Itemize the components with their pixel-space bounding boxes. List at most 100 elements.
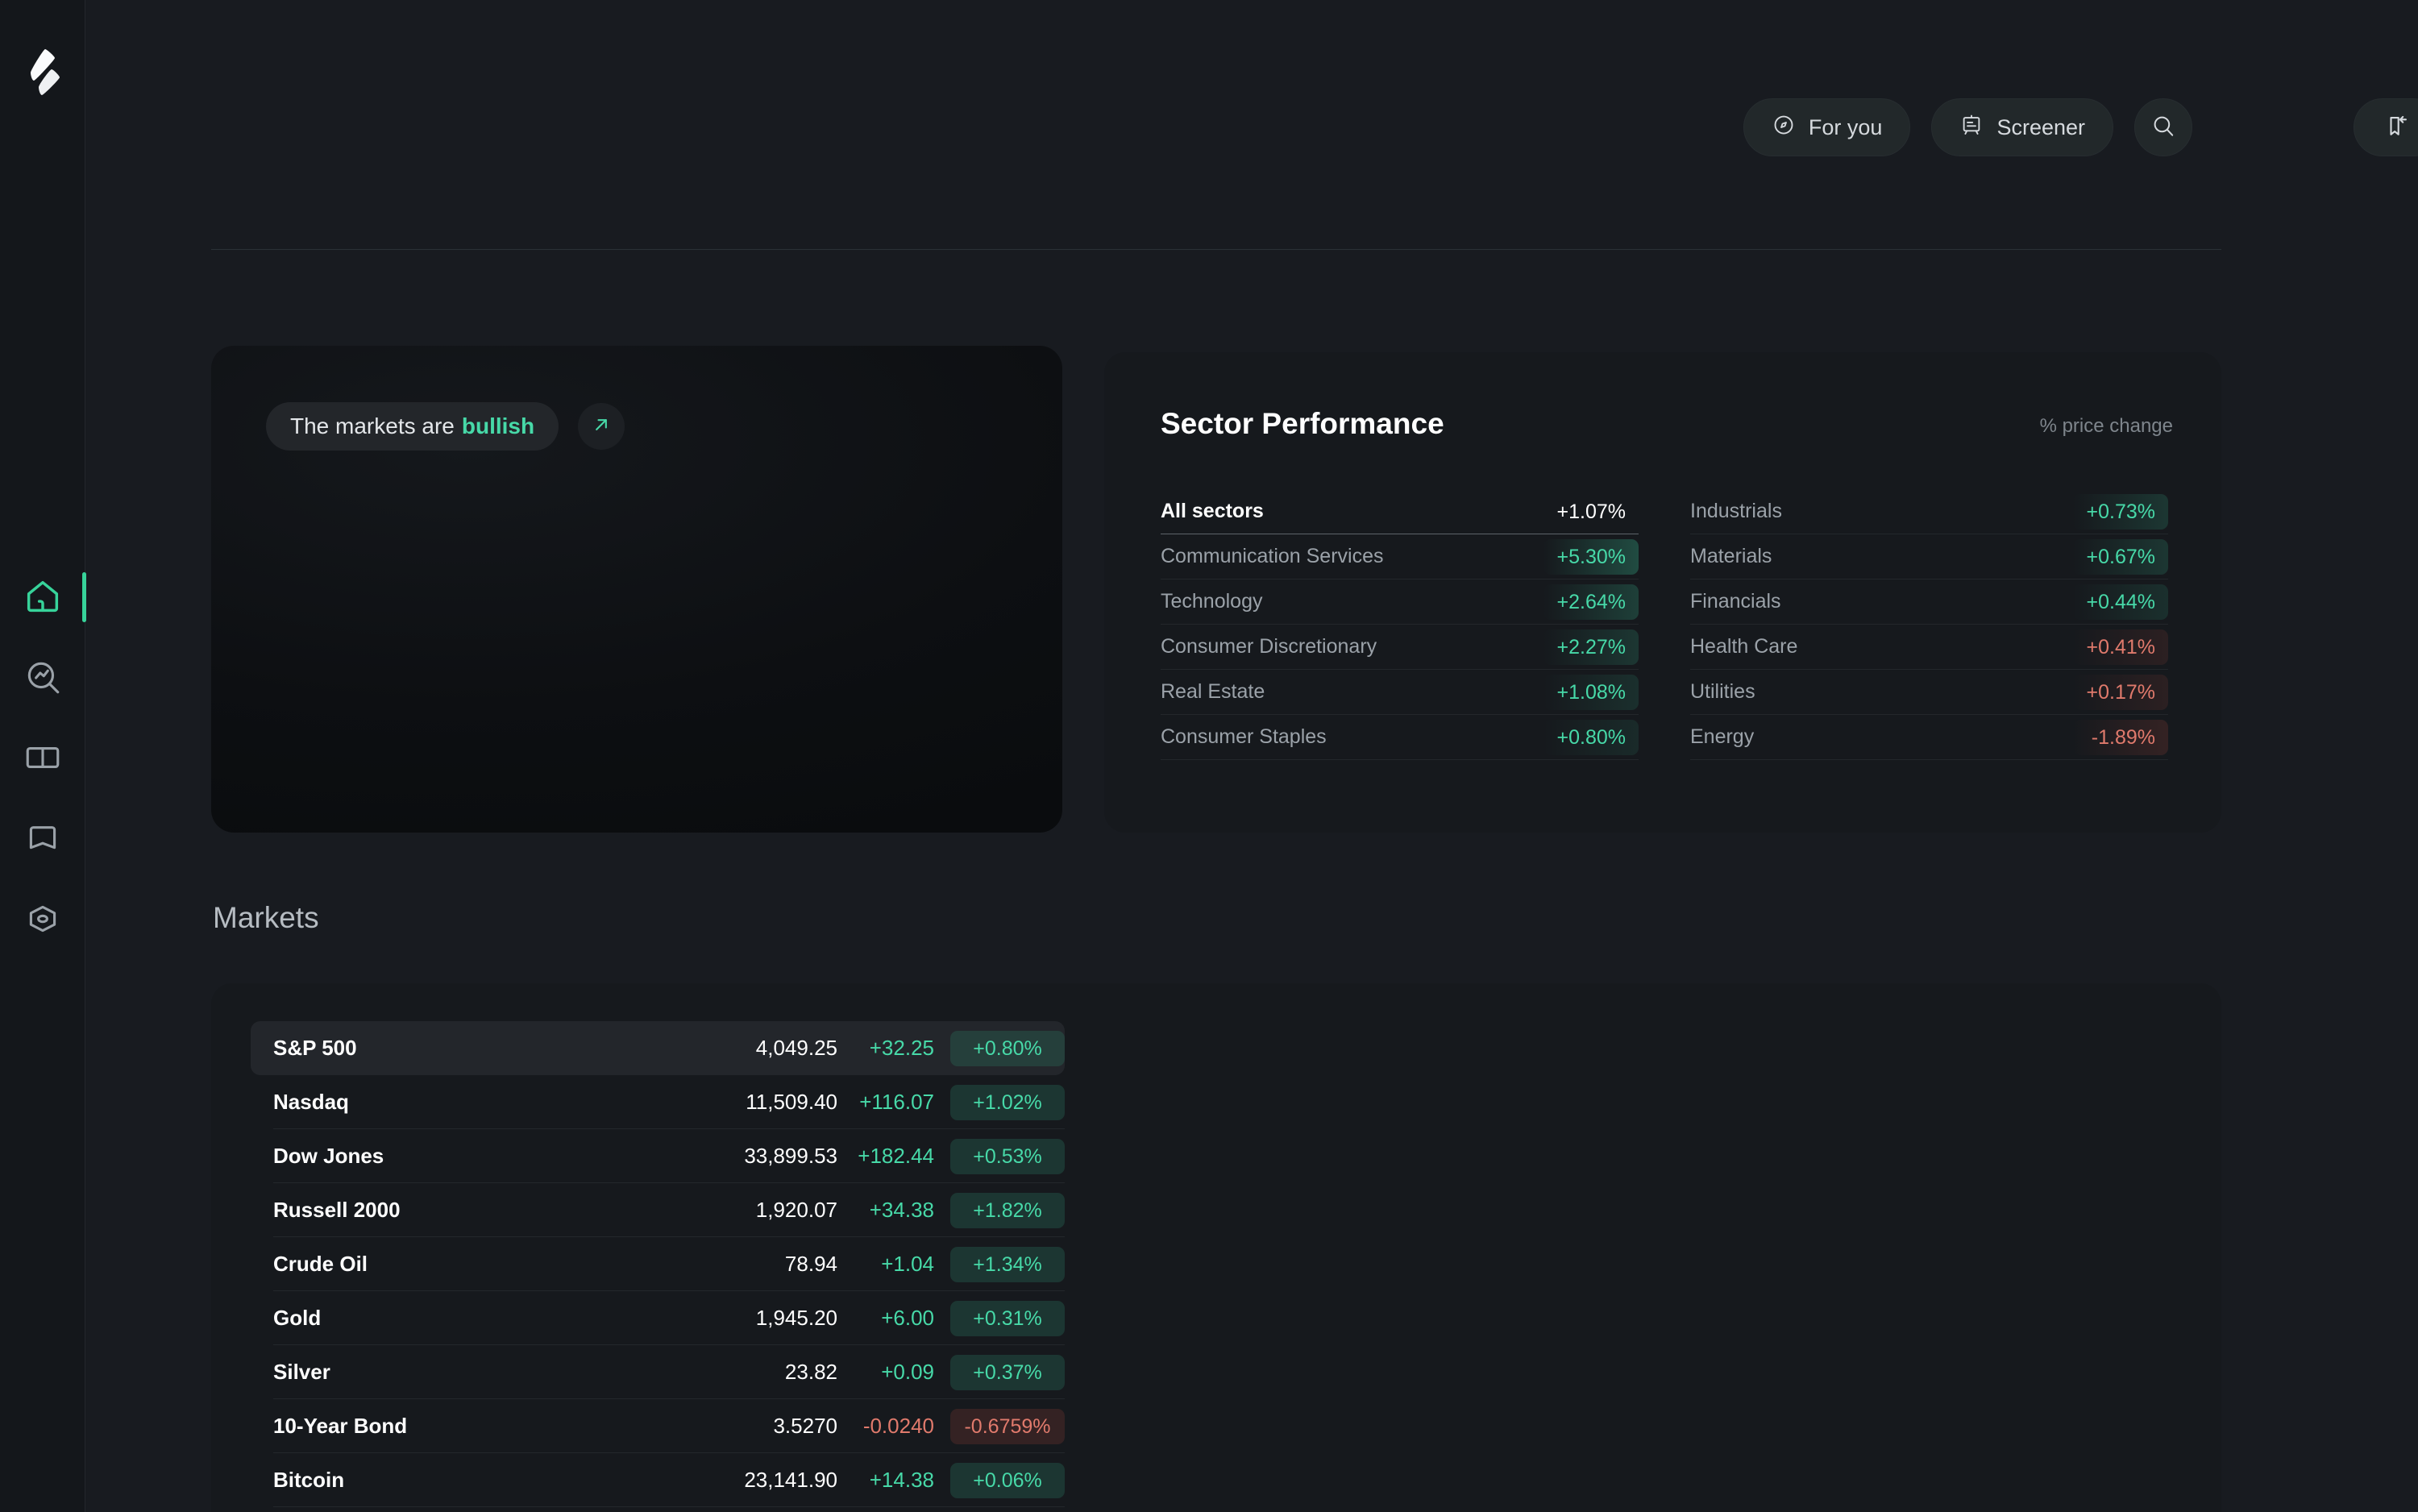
sentiment-badge: The markets are bullish [266, 402, 559, 451]
table-row[interactable]: 10-Year Bond 3.5270 -0.0240 -0.6759% [251, 1399, 1065, 1453]
market-price: 33,899.53 [744, 1144, 837, 1168]
table-row[interactable]: Silver 23.82 +0.09 +0.37% [251, 1345, 1065, 1399]
sector-row[interactable]: Health Care +0.41% [1690, 625, 2168, 670]
topbar-actions: For you Screener [1743, 98, 2192, 156]
table-row[interactable]: Gold 1,945.20 +6.00 +0.31% [251, 1291, 1065, 1345]
market-change: +6.00 [881, 1306, 934, 1330]
market-percent-badge: +0.80% [950, 1030, 1065, 1066]
sector-column-left: All sectors +1.07% Communication Services +… [1161, 489, 1639, 760]
sector-row[interactable]: Technology +2.64% [1161, 579, 1639, 625]
table-row[interactable]: Dow Jones 33,899.53 +182.44 +0.53% [251, 1129, 1065, 1183]
table-row[interactable]: Nasdaq 11,509.40 +116.07 +1.02% [251, 1075, 1065, 1129]
search-button[interactable] [2134, 98, 2192, 156]
sector-row[interactable]: Industrials +0.73% [1690, 489, 2168, 534]
bookmark-add-icon [2384, 112, 2412, 143]
sidebar [0, 0, 86, 1512]
for-you-label: For you [1808, 114, 1883, 139]
save-button[interactable] [2354, 98, 2418, 156]
market-percent-badge: +1.82% [950, 1192, 1065, 1228]
sentiment-prefix: The markets are [290, 413, 455, 438]
row-divider [273, 1398, 1065, 1399]
sector-row[interactable]: Real Estate +1.08% [1161, 670, 1639, 715]
row-divider [273, 1344, 1065, 1345]
sector-row[interactable]: Utilities +0.17% [1690, 670, 2168, 715]
market-percent-badge: -0.6759% [950, 1408, 1065, 1444]
market-percent-badge: +0.06% [950, 1462, 1065, 1498]
market-change: +116.07 [859, 1090, 934, 1114]
arrow-up-right-icon [590, 413, 613, 440]
market-price: 4,049.25 [755, 1036, 837, 1060]
sector-value: +0.80% [1543, 720, 1639, 755]
sector-row[interactable]: Consumer Staples +0.80% [1161, 715, 1639, 760]
market-name: Russell 2000 [273, 1198, 401, 1222]
sector-columns: All sectors +1.07% Communication Services +… [1161, 489, 2168, 760]
sentiment-header: The markets are bullish [266, 402, 625, 451]
market-percent-badge: +0.53% [950, 1138, 1065, 1174]
sidebar-active-indicator [82, 572, 86, 622]
for-you-button[interactable]: For you [1743, 98, 1911, 156]
sector-performance-title: Sector Performance [1161, 407, 1444, 440]
sector-value: +0.41% [2073, 629, 2168, 665]
table-row[interactable]: Russell 2000 1,920.07 +34.38 +1.82% [251, 1183, 1065, 1237]
sector-name: Industrials [1690, 500, 1782, 522]
market-name: 10-Year Bond [273, 1414, 408, 1438]
sector-name: Consumer Discretionary [1161, 635, 1377, 658]
expand-button[interactable] [578, 403, 625, 450]
market-name: Nasdaq [273, 1090, 349, 1114]
market-name: Silver [273, 1360, 330, 1384]
sidebar-item-saved[interactable] [0, 798, 85, 879]
sector-row[interactable]: Consumer Discretionary +2.27% [1161, 625, 1639, 670]
market-name: Gold [273, 1306, 322, 1330]
sector-name: Real Estate [1161, 680, 1265, 703]
sector-value: +2.27% [1543, 629, 1639, 665]
table-row[interactable]: Bitcoin 23,141.90 +14.38 +0.06% [251, 1453, 1065, 1507]
sidebar-item-library[interactable] [0, 717, 85, 798]
sector-name: Energy [1690, 725, 1755, 748]
sentiment-word: bullish [461, 413, 535, 438]
market-change: +14.38 [869, 1468, 934, 1492]
sector-name: Health Care [1690, 635, 1798, 658]
market-change: +1.04 [881, 1252, 934, 1276]
sector-performance-card: Sector Performance % price change All se… [1104, 352, 2221, 833]
market-price: 3.5270 [773, 1414, 837, 1438]
sector-row[interactable]: Energy -1.89% [1690, 715, 2168, 760]
market-name: Dow Jones [273, 1144, 384, 1168]
table-row[interactable]: S&P 500 4,049.25 +32.25 +0.80% [251, 1021, 1065, 1075]
screener-icon [1959, 113, 1984, 143]
sidebar-item-discover[interactable] [0, 637, 85, 717]
sector-unit-label: % price change [2039, 415, 2173, 437]
row-divider [273, 1290, 1065, 1291]
sidebar-item-watchlist[interactable] [0, 879, 85, 959]
sector-name: Communication Services [1161, 545, 1384, 567]
sector-row[interactable]: Communication Services +5.30% [1161, 534, 1639, 579]
markets-card: S&P 500 4,049.25 +32.25 +0.80% Nasdaq 11,509.… [211, 983, 2221, 1512]
sector-name: Financials [1690, 590, 1781, 613]
markets-table: S&P 500 4,049.25 +32.25 +0.80% Nasdaq 11,509.… [251, 1021, 1065, 1507]
market-price: 23.82 [784, 1360, 837, 1384]
market-percent-badge: +0.37% [950, 1354, 1065, 1390]
sector-row[interactable]: Materials +0.67% [1690, 534, 2168, 579]
header-divider [211, 249, 2221, 250]
market-change: +182.44 [858, 1144, 934, 1168]
app-logo[interactable] [19, 47, 64, 100]
table-row[interactable]: Crude Oil 78.94 +1.04 +1.34% [251, 1237, 1065, 1291]
row-divider [273, 1236, 1065, 1237]
market-change: +34.38 [869, 1198, 934, 1222]
row-divider [273, 1452, 1065, 1453]
sector-row[interactable]: Financials +0.44% [1690, 579, 2168, 625]
screener-button[interactable]: Screener [1931, 98, 2113, 156]
market-change: +0.09 [881, 1360, 934, 1384]
sector-name: Materials [1690, 545, 1772, 567]
sector-value: +1.08% [1543, 675, 1639, 710]
sector-value: -1.89% [2073, 720, 2168, 755]
market-name: Bitcoin [273, 1468, 345, 1492]
sector-value: +5.30% [1543, 539, 1639, 575]
sidebar-item-home[interactable] [0, 556, 86, 637]
sector-column-right: Industrials +0.73% Materials +0.67% Financia… [1690, 489, 2168, 760]
market-price: 78.94 [784, 1252, 837, 1276]
sector-row[interactable]: All sectors +1.07% [1161, 489, 1639, 534]
search-icon [2150, 113, 2176, 143]
market-price: 1,920.07 [755, 1198, 837, 1222]
